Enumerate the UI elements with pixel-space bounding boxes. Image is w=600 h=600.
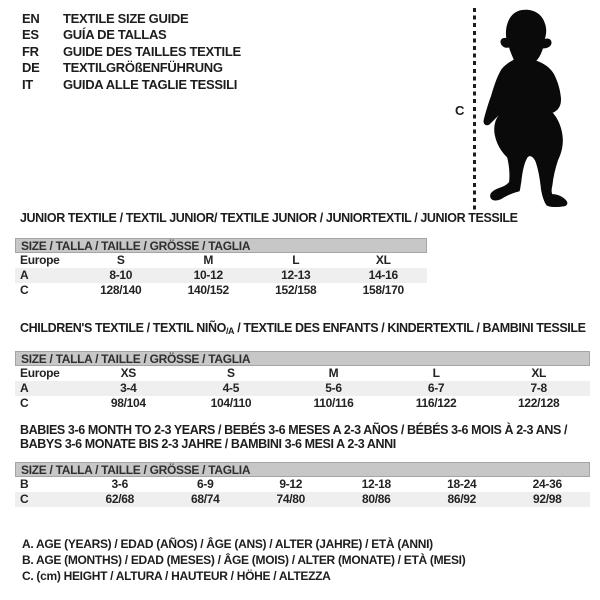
lang-title: GUÍA DE TALLAS (63, 27, 167, 43)
size-cell: 80/86 (361, 492, 391, 506)
junior-size-table: Europe S M L XL A 8-10 10-12 12-13 14-16 C 128/140 1… (15, 253, 427, 298)
baby-silhouette-icon (483, 9, 568, 207)
lang-title: GUIDE DES TAILLES TEXTILE (63, 43, 241, 59)
row-label: Europe (20, 366, 60, 380)
size-cell: XL (531, 366, 547, 380)
lang-title: GUIDA ALLE TAGLIE TESSILI (63, 76, 238, 92)
row-label: Europe (20, 253, 60, 267)
size-cell: 3-4 (120, 381, 137, 395)
lang-code: DE (22, 60, 40, 76)
lang-code: EN (22, 10, 40, 26)
lang-title: TEXTILGRÖßENFÜHRUNG (63, 60, 223, 76)
lang-row-it: IT GUIDA ALLE TAGLIE TESSILI (22, 76, 241, 93)
junior-section: JUNIOR TEXTILE / TEXTIL JUNIOR/ TEXTILE … (15, 211, 518, 298)
table-row: A 8-10 10-12 12-13 14-16 (15, 268, 427, 283)
size-cell: 18-24 (447, 477, 477, 491)
size-cell: S (227, 366, 235, 380)
size-cell: 110/116 (313, 396, 354, 410)
size-cell: 4-5 (222, 381, 240, 395)
size-cell: 12-13 (281, 268, 311, 282)
row-label: C (20, 492, 29, 506)
title-text: CHILDREN'S TEXTILE / TEXTIL NIÑO (20, 321, 226, 335)
row-label: A (20, 381, 29, 395)
babies-title-line-1: BABIES 3-6 MONTH TO 2-3 YEARS / BEBÉS 3-… (20, 423, 568, 437)
size-cell: 62/68 (105, 492, 135, 506)
size-cell: 104/110 (210, 396, 252, 410)
size-cell: M (203, 253, 214, 267)
table-row: C 62/68 68/74 74/80 80/86 86/92 92/98 (15, 492, 590, 507)
size-cell: 6-9 (197, 477, 214, 491)
size-cell: 24-36 (532, 477, 563, 491)
size-cell: 6-7 (427, 381, 445, 395)
size-cell: S (116, 253, 125, 267)
size-cell: 158/170 (362, 283, 405, 297)
size-cell: 5-6 (325, 381, 342, 395)
lang-row-en: EN TEXTILE SIZE GUIDE (22, 10, 241, 27)
size-cell: 152/158 (275, 283, 317, 297)
babies-section: BABIES 3-6 MONTH TO 2-3 YEARS / BEBÉS 3-… (15, 423, 590, 507)
size-cell: 86/92 (447, 492, 477, 506)
size-cell: 128/140 (100, 283, 142, 297)
size-cell: XL (375, 253, 391, 267)
size-header-bar: SIZE / TALLA / TAILLE / GRÖSSE / TAGLIA (15, 351, 590, 366)
size-cell: 7-8 (530, 381, 547, 395)
table-row: C 98/104 104/110 110/116 116/122 122/128 (15, 396, 590, 411)
row-label: C (20, 396, 29, 410)
children-section-title: CHILDREN'S TEXTILE / TEXTIL NIÑO/A / TEX… (15, 321, 590, 338)
size-cell: XS (120, 366, 137, 380)
size-cell: 98/104 (110, 396, 146, 410)
junior-section-title: JUNIOR TEXTILE / TEXTIL JUNIOR/ TEXTILE … (20, 211, 518, 225)
lang-code: IT (22, 76, 33, 92)
size-cell: 140/152 (187, 283, 230, 297)
lang-title: TEXTILE SIZE GUIDE (63, 10, 189, 26)
size-cell: 92/98 (532, 492, 562, 506)
babies-size-table: B 3-6 6-9 9-12 12-18 18-24 24-36 C 62/68 68/74 74/… (15, 477, 590, 507)
lang-code: ES (22, 27, 39, 43)
lang-row-es: ES GUÍA DE TALLAS (22, 27, 241, 44)
babies-section-title: BABIES 3-6 MONTH TO 2-3 YEARS / BEBÉS 3-… (15, 423, 590, 451)
size-cell: L (432, 366, 440, 380)
size-header-bar: SIZE / TALLA / TAILLE / GRÖSSE / TAGLIA (15, 462, 590, 477)
title-subscript: /A (225, 326, 235, 336)
table-row: B 3-6 6-9 9-12 12-18 18-24 24-36 (15, 477, 590, 492)
children-size-table: Europe XS S M L XL A 3-4 4-5 5-6 6-7 7-8 C 98/104 104/… (15, 366, 590, 411)
size-cell: 12-18 (361, 477, 392, 491)
size-header-bar: SIZE / TALLA / TAILLE / GRÖSSE / TAGLIA (15, 238, 427, 253)
size-cell: 122/128 (518, 396, 560, 410)
children-section: CHILDREN'S TEXTILE / TEXTIL NIÑO/A / TEX… (15, 321, 590, 411)
height-measure-label: C (455, 103, 465, 118)
size-cell: M (328, 366, 339, 380)
size-cell: 10-12 (193, 268, 224, 282)
size-cell: 116/122 (415, 396, 457, 410)
legend: A. AGE (YEARS) / EDAD (AÑOS) / ÂGE (ANS)… (22, 536, 466, 584)
lang-row-fr: FR GUIDE DES TAILLES TEXTILE (22, 43, 241, 60)
legend-line-age-months: B. AGE (MONTHS) / EDAD (MESES) / ÂGE (MO… (22, 553, 466, 567)
lang-code: FR (22, 43, 39, 59)
size-cell: 8-10 (109, 268, 133, 282)
size-cell: 14-16 (368, 268, 399, 282)
language-header: EN TEXTILE SIZE GUIDE ES GUÍA DE TALLAS … (22, 10, 241, 93)
table-row: Europe XS S M L XL (15, 366, 590, 381)
size-cell: 9-12 (279, 477, 303, 491)
size-cell: L (292, 253, 300, 267)
table-row: C 128/140 140/152 152/158 158/170 (15, 283, 427, 298)
row-label: C (20, 283, 29, 297)
legend-line-height: C. (cm) HEIGHT / ALTURA / HAUTEUR / HÖHE… (22, 569, 331, 583)
title-text: / TEXTILE DES ENFANTS / KINDERTEXTIL / B… (234, 321, 586, 335)
babies-title-line-2: BABYS 3-6 MONATE BIS 2-3 JAHRE / BAMBINI… (20, 437, 396, 451)
row-label: B (20, 477, 29, 491)
height-dotted-line (473, 8, 476, 211)
table-row: Europe S M L XL (15, 253, 427, 268)
row-label: A (20, 268, 29, 282)
table-row: A 3-4 4-5 5-6 6-7 7-8 (15, 381, 590, 396)
size-cell: 68/74 (190, 492, 220, 506)
size-cell: 3-6 (111, 477, 129, 491)
lang-row-de: DE TEXTILGRÖßENFÜHRUNG (22, 60, 241, 77)
legend-line-age-years: A. AGE (YEARS) / EDAD (AÑOS) / ÂGE (ANS)… (22, 537, 433, 551)
size-cell: 74/80 (276, 492, 306, 506)
